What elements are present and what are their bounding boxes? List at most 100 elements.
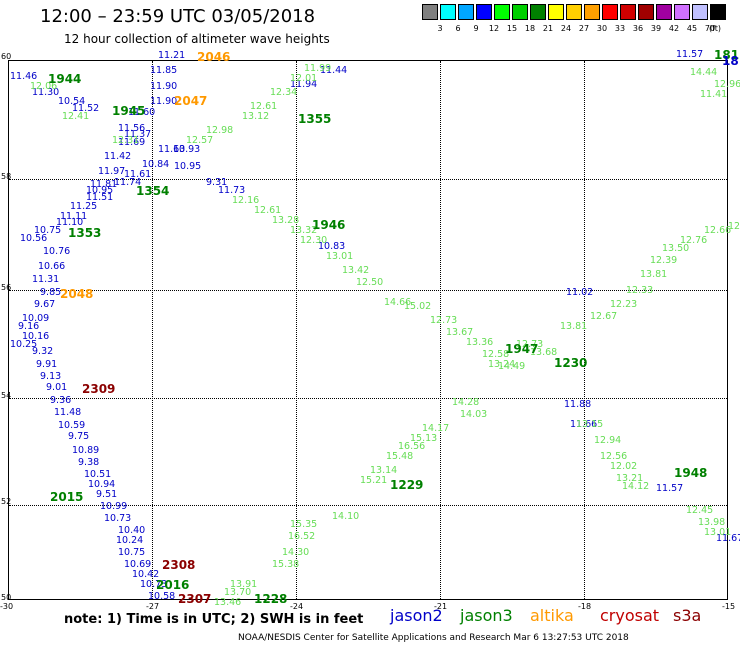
jason2-swh-value: 10.73: [104, 513, 132, 524]
jason3-swh-value: 13.42: [342, 265, 370, 276]
jason3-swh-value: 12.67: [590, 311, 618, 322]
track-label: 1229: [390, 478, 424, 492]
jason2-swh-value: 9.13: [40, 371, 62, 382]
jason2-swh-value: 10.69: [124, 559, 152, 570]
jason2-swh-value: 10.93: [173, 144, 201, 155]
x-tick-label: -30: [0, 602, 14, 611]
scale-label: 70: [704, 24, 716, 33]
jason2-swh-value: 11.97: [98, 166, 126, 177]
map-title: 12:00 – 23:59 UTC 03/05/2018: [40, 6, 316, 27]
jason3-swh-value: 12.76: [680, 235, 708, 246]
scale-label: 27: [578, 24, 590, 33]
jason3-swh-value: 12.16: [232, 195, 260, 206]
jason2-swh-value: 10.99: [100, 501, 128, 512]
jason3-swh-value: 15.21: [360, 475, 388, 486]
scale-swatch: [476, 4, 492, 20]
scale-swatch: [620, 4, 636, 20]
jason3-swh-value: 13.36: [466, 337, 494, 348]
jason2-swh-value: 10.42: [132, 569, 160, 580]
jason2-swh-value: 10.83: [318, 241, 346, 252]
gridline-lon-27: [152, 61, 153, 599]
jason3-swh-value: 13.68: [530, 347, 558, 358]
jason3-swh-value: 13.98: [698, 517, 726, 528]
y-tick-label: 52: [1, 497, 12, 506]
jason2-swh-value: 11.85: [150, 65, 178, 76]
gridline-lat-52: [9, 505, 727, 506]
scale-label: 39: [650, 24, 662, 33]
jason3-swh-value: 12.33: [626, 285, 654, 296]
jason3-swh-value: 13.01: [704, 527, 732, 538]
jason2-swh-value: 11.69: [118, 137, 146, 148]
scale-swatch: [548, 4, 564, 20]
track-label: 2015: [50, 490, 84, 504]
jason2-swh-value: 10.84: [142, 159, 170, 170]
jason3-swh-value: 12.31: [112, 135, 140, 146]
jason2-swh-value: 10.76: [43, 246, 71, 257]
scale-label: 33: [614, 24, 626, 33]
jason3-swh-value: 14.44: [690, 67, 718, 78]
jason3-swh-value: 13.91: [230, 579, 258, 590]
x-tick-label: -18: [578, 602, 592, 611]
jason3-swh-value: 13.01: [326, 251, 354, 262]
track-label: 1948: [674, 466, 708, 480]
jason3-swh-value: 12.73: [516, 339, 544, 350]
scale-swatch: [530, 4, 546, 20]
jason2-swh-value: 11.46: [10, 71, 38, 82]
jason3-swh-value: 12.39: [650, 255, 678, 266]
track-label: 2047: [174, 94, 208, 108]
jason2-swh-value: 11.61: [124, 169, 152, 180]
jason2-swh-value: 10.51: [84, 469, 112, 480]
jason2-swh-value: 11.94: [290, 79, 318, 90]
jason3-swh-value: 14.10: [332, 511, 360, 522]
jason2-swh-value: 11.52: [72, 103, 100, 114]
jason3-swh-value: 12.50: [356, 277, 384, 288]
track-label: 18: [722, 54, 739, 68]
jason3-swh-value: 12.30: [300, 235, 328, 246]
gridline-lon-24: [296, 61, 297, 599]
jason3-swh-value: 14.49: [498, 361, 526, 372]
jason3-swh-value: 13.24: [488, 359, 516, 370]
jason2-swh-value: 10.75: [118, 547, 146, 558]
scale-label: 15: [506, 24, 518, 33]
jason3-swh-value: 13.67: [446, 327, 474, 338]
jason3-swh-value: 12.23: [610, 299, 638, 310]
track-label: 1945: [112, 104, 146, 118]
scale-swatch: [692, 4, 708, 20]
jason3-swh-value: 16.52: [288, 531, 316, 542]
gridline-lat-54: [9, 398, 727, 399]
track-label: 2308: [162, 558, 196, 572]
jason2-swh-value: 9.75: [68, 431, 90, 442]
track-label: 2016: [156, 578, 190, 592]
scale-label: 24: [560, 24, 572, 33]
scale-swatch: [512, 4, 528, 20]
jason3-swh-value: 12.73: [430, 315, 458, 326]
jason3-swh-value: 14.66: [384, 297, 412, 308]
y-tick-label: 54: [1, 391, 12, 400]
jason3-swh-value: 11.41: [700, 89, 728, 100]
jason2-swh-value: 9.91: [36, 359, 58, 370]
jason2-swh-value: 10.66: [38, 261, 66, 272]
jason2-swh-value: 9.38: [78, 457, 100, 468]
jason2-swh-value: 11.10: [56, 217, 84, 228]
jason3-swh-value: 12.57: [186, 135, 214, 146]
scale-swatch: [458, 4, 474, 20]
y-tick-label: 50: [1, 593, 12, 602]
track-label: 1354: [136, 184, 170, 198]
jason3-swh-value: 12.45: [686, 505, 714, 516]
track-label: 1946: [312, 218, 346, 232]
jason3-swh-value: 14.28: [452, 397, 480, 408]
jason3-swh-value: 14.03: [460, 409, 488, 420]
jason2-swh-value: 11.57: [656, 483, 684, 494]
jason3-swh-value: 15.48: [386, 451, 414, 462]
jason2-swh-value: 11.31: [32, 274, 60, 285]
scale-label: 18: [524, 24, 536, 33]
jason2-swh-value: 11.48: [54, 407, 82, 418]
gridline-lon-18: [584, 61, 585, 599]
jason3-swh-value: 12.34: [270, 87, 298, 98]
jason3-swh-value: 15.38: [272, 559, 300, 570]
jason3-swh-value: 13.70: [224, 587, 252, 598]
jason2-swh-value: 11.90: [150, 81, 178, 92]
jason2-swh-value: 10.25: [10, 339, 38, 350]
track-label: 2046: [197, 50, 231, 64]
